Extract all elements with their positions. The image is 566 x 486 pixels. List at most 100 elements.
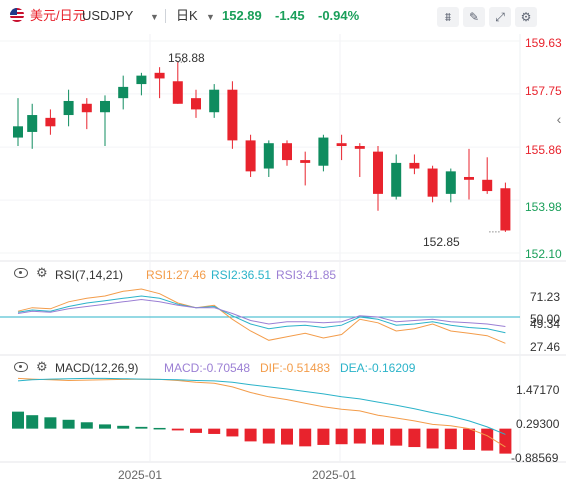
macd-bar xyxy=(317,428,330,445)
candle xyxy=(13,126,23,138)
date-label: 2025-01 xyxy=(312,468,357,482)
candle xyxy=(354,146,365,149)
macd-bar xyxy=(408,428,421,448)
candle xyxy=(100,100,110,113)
candle xyxy=(391,162,402,197)
macd-bar xyxy=(335,428,348,445)
candle xyxy=(136,75,147,85)
macd-bar xyxy=(281,428,293,445)
candle xyxy=(427,168,438,197)
macd-bar xyxy=(12,411,24,429)
chart-type-icon[interactable]: ⩩ xyxy=(437,7,459,27)
macd-axis-label: 0.29300 xyxy=(516,417,560,431)
draw-icon[interactable]: ✎ xyxy=(463,7,485,27)
macd-bar xyxy=(135,426,148,429)
macd-bar xyxy=(426,428,439,449)
macd-bar xyxy=(463,428,475,450)
rsi-title[interactable]: RSI(7,14,21) xyxy=(55,268,124,282)
dif-value: DIF:-0.51483 xyxy=(260,361,331,375)
toolbar: 美元/日元 USDJPY ▼ 日K ▼ 152.89 -1.45 -0.94% … xyxy=(0,0,566,34)
macd-bar xyxy=(226,428,239,437)
chevron-down-icon[interactable]: ▼ xyxy=(150,12,159,22)
candle xyxy=(154,72,165,79)
visibility-eye-icon[interactable] xyxy=(14,268,28,278)
candle xyxy=(464,176,474,180)
candle xyxy=(63,100,74,116)
candle xyxy=(445,171,456,194)
expand-icon[interactable]: ⤢ xyxy=(489,7,511,27)
rsi-axis-label: 50.00 xyxy=(530,312,561,326)
macd-dea-line xyxy=(17,377,506,435)
rsi-axis-label: 71.23 xyxy=(530,290,561,304)
macd-dif-line xyxy=(17,377,506,448)
candle xyxy=(336,143,347,147)
macd-bar xyxy=(262,428,275,444)
rsi2-value: RSI2:36.51 xyxy=(211,268,272,282)
candle xyxy=(81,103,92,113)
candle xyxy=(373,151,383,194)
macd-bar xyxy=(26,415,39,429)
candle xyxy=(318,137,329,166)
macd-bar xyxy=(444,428,457,450)
macd-axis-label: -0.88569 xyxy=(511,451,559,465)
price-axis-label: 153.98 xyxy=(525,200,562,214)
rsi1-line xyxy=(17,288,506,344)
price-axis-label: 159.63 xyxy=(525,36,562,50)
macd-bar xyxy=(481,428,494,451)
candle xyxy=(300,160,311,163)
gear-icon[interactable]: ⚙ xyxy=(36,265,48,280)
symbol-name[interactable]: 美元/日元 xyxy=(30,8,86,23)
macd-bar xyxy=(190,428,202,433)
collapse-arrow-icon[interactable]: ‹ xyxy=(556,111,562,127)
high-price-label: 158.88 xyxy=(168,51,205,65)
candle xyxy=(27,115,38,132)
candle xyxy=(209,89,220,113)
macd-bar xyxy=(44,417,57,429)
macd-bar xyxy=(171,428,184,431)
candle xyxy=(245,140,256,172)
macd-bar xyxy=(299,428,312,447)
macd-bar xyxy=(117,425,130,429)
low-price-label: 152.85 xyxy=(423,235,460,249)
candle xyxy=(482,179,493,192)
candle xyxy=(500,188,511,231)
macd-value: MACD:-0.70548 xyxy=(164,361,251,375)
candle xyxy=(172,81,183,104)
visibility-eye-icon[interactable] xyxy=(14,362,28,372)
chevron-down-icon[interactable]: ▼ xyxy=(206,12,215,22)
candle xyxy=(227,89,238,141)
dea-value: DEA:-0.16209 xyxy=(340,361,416,375)
macd-axis-label: 1.47170 xyxy=(516,383,560,397)
price-axis-label: 155.86 xyxy=(525,143,562,157)
rsi3-line xyxy=(17,298,506,327)
candle xyxy=(409,162,420,169)
candle xyxy=(263,143,274,169)
symbol-code[interactable]: USDJPY xyxy=(82,8,134,23)
price-change: -1.45 xyxy=(275,8,305,23)
rsi3-value: RSI3:41.85 xyxy=(276,268,337,282)
rsi1-value: RSI1:27.46 xyxy=(146,268,207,282)
candle xyxy=(282,143,292,161)
macd-bar xyxy=(62,419,75,429)
macd-title[interactable]: MACD(12,26,9) xyxy=(55,361,139,375)
gear-icon[interactable]: ⚙ xyxy=(36,359,48,374)
rsi-axis-label: 49.34 xyxy=(530,317,561,331)
macd-bar xyxy=(80,422,93,429)
rsi2-line xyxy=(17,295,506,334)
candle xyxy=(118,86,129,99)
candle xyxy=(191,98,201,110)
macd-bar xyxy=(353,428,366,444)
settings-icon[interactable]: ⚙ xyxy=(515,7,537,27)
divider xyxy=(165,9,166,23)
macd-bar xyxy=(208,428,221,434)
price-change-pct: -0.94% xyxy=(318,8,360,23)
last-price: 152.89 xyxy=(222,8,262,23)
us-flag-icon xyxy=(10,8,24,22)
date-label: 2025-01 xyxy=(118,468,163,482)
rsi-axis-label: 27.46 xyxy=(530,340,561,354)
candle xyxy=(45,117,56,127)
macd-bar xyxy=(244,428,257,442)
macd-bar xyxy=(372,428,384,445)
period-selector[interactable]: 日K xyxy=(176,8,198,23)
